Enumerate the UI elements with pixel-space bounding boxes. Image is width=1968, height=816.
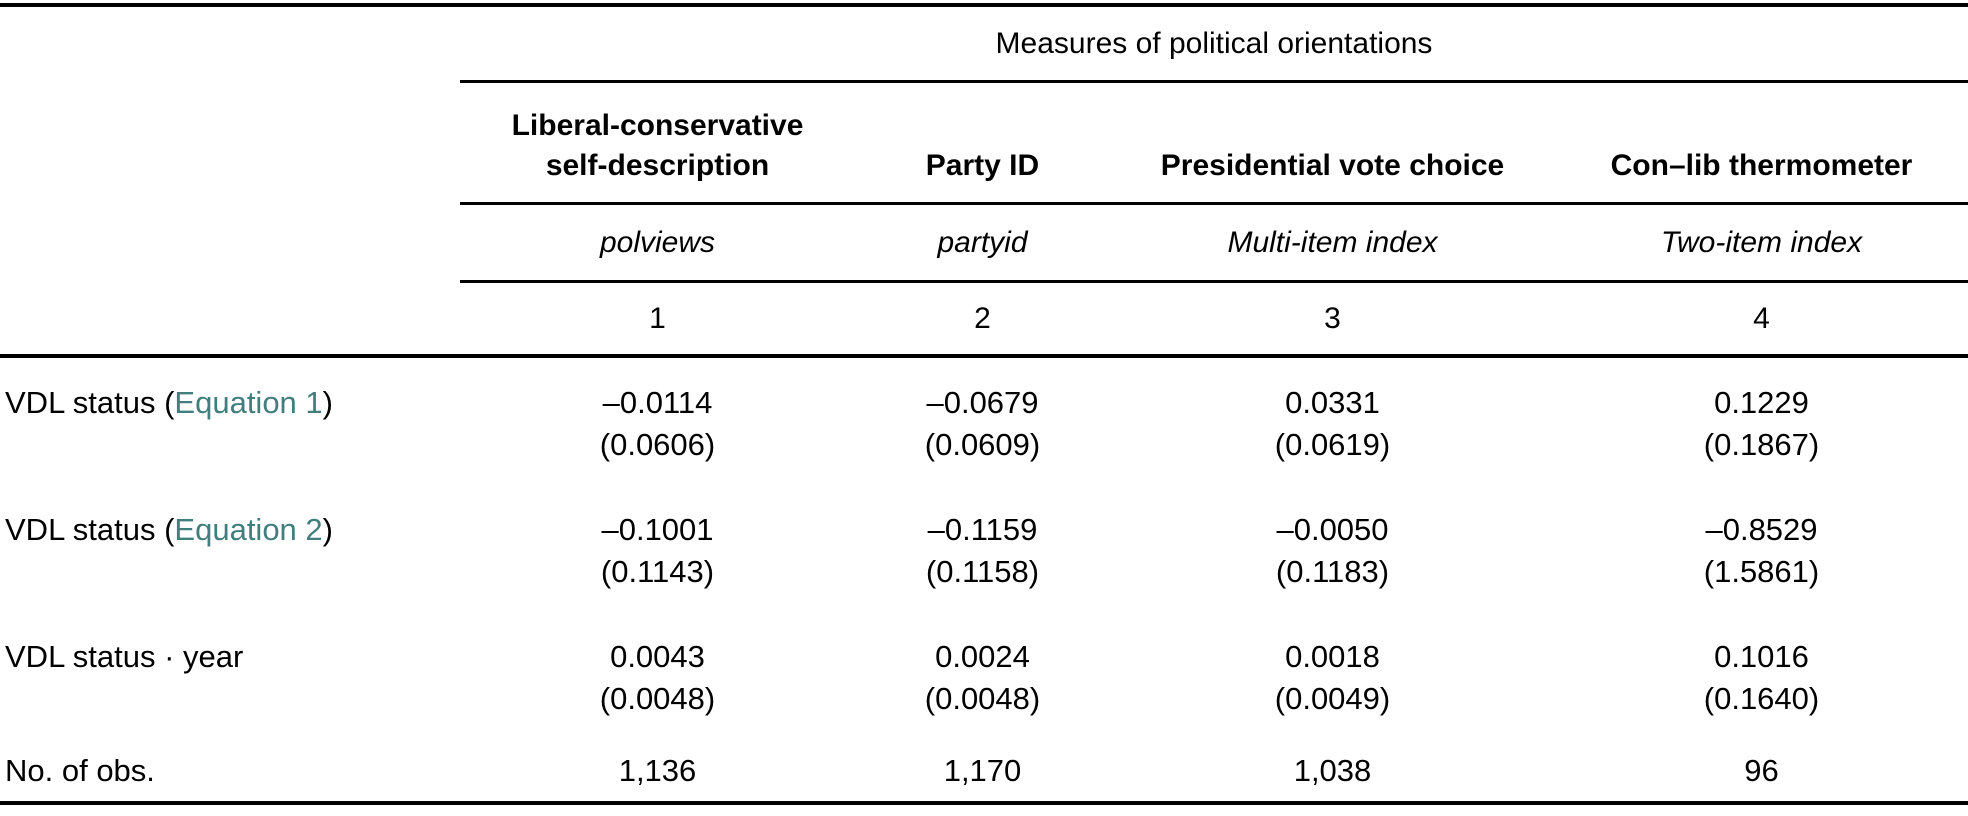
col-number-3: 3	[1110, 283, 1555, 358]
empty-label-cell	[0, 83, 460, 205]
coef-cell: –0.8529 (1.5861)	[1555, 485, 1968, 612]
variable-polviews: polviews	[460, 205, 855, 283]
row-label: VDL status · year	[0, 612, 460, 735]
coef-value: 0.0024	[935, 639, 1030, 674]
row-label-text: )	[322, 512, 333, 547]
coef-value: 0.0043	[610, 639, 705, 674]
coef-cell: –0.0679 (0.0609)	[855, 358, 1110, 485]
empty-label-cell	[0, 283, 460, 358]
coef-cell: –0.1001 (0.1143)	[460, 485, 855, 612]
coef-cell: –0.1159 (0.1158)	[855, 485, 1110, 612]
coef-value: –0.0679	[926, 385, 1039, 420]
coef-se: (0.1867)	[1703, 427, 1820, 462]
coef-se: (0.0048)	[599, 681, 716, 716]
coef-cell: 0.0018 (0.0049)	[1110, 612, 1555, 735]
empty-label-cell	[0, 205, 460, 283]
variable-two-item-index: Two-item index	[1555, 205, 1968, 283]
col-number-4: 4	[1555, 283, 1968, 358]
coef-se: (0.0606)	[599, 427, 716, 462]
coef-se: (0.1640)	[1703, 681, 1820, 716]
col-header-line: Presidential vote choice	[1160, 149, 1505, 182]
coef-cell: –0.0114 (0.0606)	[460, 358, 855, 485]
coef-value: –0.1159	[927, 512, 1038, 547]
obs-cell: 1,136	[460, 735, 855, 805]
col-header-presidential-vote: Presidential vote choice	[1110, 83, 1555, 205]
coef-se: (0.0609)	[924, 427, 1041, 462]
equation-2-link[interactable]: Equation 2	[174, 512, 323, 547]
col-header-conlib-thermometer: Con–lib thermometer	[1555, 83, 1968, 205]
coef-value: –0.0114	[602, 385, 713, 420]
row-label: VDL status (Equation 1)	[0, 358, 460, 485]
row-label-text: No. of obs.	[5, 753, 155, 788]
col-header-line: self-description	[545, 149, 770, 182]
col-header-line: Liberal-conservative	[511, 109, 804, 142]
coef-value: –0.0050	[1276, 512, 1389, 547]
col-number-1: 1	[460, 283, 855, 358]
coef-value: 0.1016	[1714, 639, 1809, 674]
obs-cell: 1,038	[1110, 735, 1555, 805]
coef-cell: 0.0024 (0.0048)	[855, 612, 1110, 735]
coef-cell: 0.1229 (0.1867)	[1555, 358, 1968, 485]
row-label: VDL status (Equation 2)	[0, 485, 460, 612]
coef-value: –0.1001	[601, 512, 714, 547]
col-header-line: Party ID	[925, 149, 1040, 182]
col-header-liberal-conservative: Liberal-conservative self-description	[460, 83, 855, 205]
coef-se: (0.1158)	[925, 554, 1040, 589]
row-label: No. of obs.	[0, 735, 460, 805]
row-label-text: )	[322, 385, 333, 420]
coef-se: (0.0049)	[1274, 681, 1391, 716]
obs-cell: 1,170	[855, 735, 1110, 805]
col-header-line: Con–lib thermometer	[1610, 149, 1913, 182]
equation-1-link[interactable]: Equation 1	[174, 385, 323, 420]
variable-partyid: partyid	[855, 205, 1110, 283]
group-header: Measures of political orientations	[460, 7, 1968, 83]
variable-multi-item-index: Multi-item index	[1110, 205, 1555, 283]
regression-table: Measures of political orientations Liber…	[0, 3, 1968, 805]
col-header-party-id: Party ID	[855, 83, 1110, 205]
coef-se: (0.1183)	[1275, 554, 1390, 589]
coef-se: (0.0048)	[924, 681, 1041, 716]
obs-cell: 96	[1555, 735, 1968, 805]
coef-cell: 0.1016 (0.1640)	[1555, 612, 1968, 735]
coef-se: (0.1143)	[600, 554, 715, 589]
coef-cell: –0.0050 (0.1183)	[1110, 485, 1555, 612]
coef-value: 0.0331	[1285, 385, 1380, 420]
coef-cell: 0.0043 (0.0048)	[460, 612, 855, 735]
coef-value: 0.1229	[1714, 385, 1809, 420]
coef-value: 0.0018	[1285, 639, 1380, 674]
coef-cell: 0.0331 (0.0619)	[1110, 358, 1555, 485]
coef-value: –0.8529	[1705, 512, 1818, 547]
coef-se: (0.0619)	[1274, 427, 1391, 462]
row-label-text: VDL status · year	[5, 639, 244, 674]
empty-corner-cell	[0, 7, 460, 83]
coef-se: (1.5861)	[1703, 554, 1820, 589]
row-label-text: VDL status (	[5, 512, 175, 547]
col-number-2: 2	[855, 283, 1110, 358]
row-label-text: VDL status (	[5, 385, 175, 420]
